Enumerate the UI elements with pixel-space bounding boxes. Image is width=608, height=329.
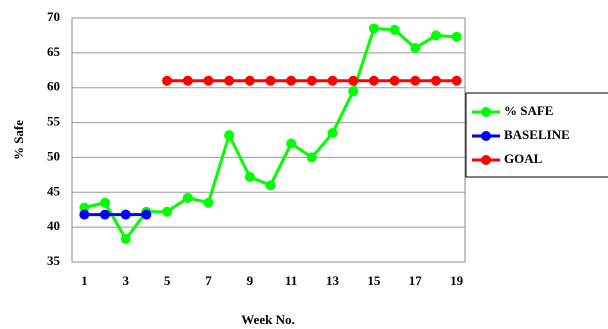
x-tick-label: 3 (122, 273, 129, 288)
x-tick-label: 5 (164, 273, 171, 288)
point (244, 75, 255, 86)
point (410, 75, 421, 86)
y-tick-label: 60 (47, 79, 60, 94)
point (348, 86, 359, 97)
point (79, 209, 90, 220)
point (327, 128, 338, 139)
y-tick-label: 50 (47, 148, 60, 163)
point (451, 31, 462, 42)
x-tick-label: 17 (409, 273, 423, 288)
x-tick-label: 15 (367, 273, 381, 288)
point (244, 171, 255, 182)
point (430, 30, 441, 41)
point (162, 206, 173, 217)
point (306, 75, 317, 86)
y-tick-label: 45 (47, 183, 61, 198)
point (100, 209, 111, 220)
y-tick-label: 55 (47, 114, 61, 129)
legend-marker (481, 155, 491, 165)
point (224, 75, 235, 86)
point (306, 152, 317, 163)
legend-marker (481, 107, 491, 117)
point (120, 233, 131, 244)
x-tick-label: 9 (247, 273, 254, 288)
point (265, 180, 276, 191)
legend-marker (481, 131, 491, 141)
point (389, 24, 400, 35)
y-axis-label: % Safe (11, 120, 26, 160)
point (224, 130, 235, 141)
legend-label: BASELINE (504, 127, 570, 142)
point (203, 75, 214, 86)
legend-label: % SAFE (504, 103, 553, 118)
point (162, 75, 173, 86)
x-tick-label: 11 (285, 273, 297, 288)
point (182, 192, 193, 203)
point (100, 197, 111, 208)
point (348, 75, 359, 86)
x-tick-label: 1 (81, 273, 88, 288)
y-tick-label: 40 (47, 218, 60, 233)
point (79, 202, 90, 213)
point (203, 197, 214, 208)
point (430, 75, 441, 86)
point (389, 75, 400, 86)
point (451, 75, 462, 86)
point (327, 75, 338, 86)
point (120, 209, 131, 220)
legend-label: GOAL (504, 151, 543, 166)
point (182, 75, 193, 86)
series-line (83, 26, 457, 242)
x-axis-label: Week No. (241, 312, 294, 327)
x-tick-label: 13 (326, 273, 340, 288)
point (368, 75, 379, 86)
y-tick-label: 70 (47, 9, 60, 24)
x-tick-label: 19 (450, 273, 464, 288)
y-tick-label: 35 (47, 253, 61, 268)
point (286, 75, 297, 86)
point (286, 138, 297, 149)
point (368, 23, 379, 34)
plot-border (71, 17, 466, 263)
point (141, 209, 152, 220)
point (265, 75, 276, 86)
y-tick-label: 65 (47, 44, 61, 59)
point (410, 42, 421, 53)
x-tick-label: 7 (205, 273, 212, 288)
